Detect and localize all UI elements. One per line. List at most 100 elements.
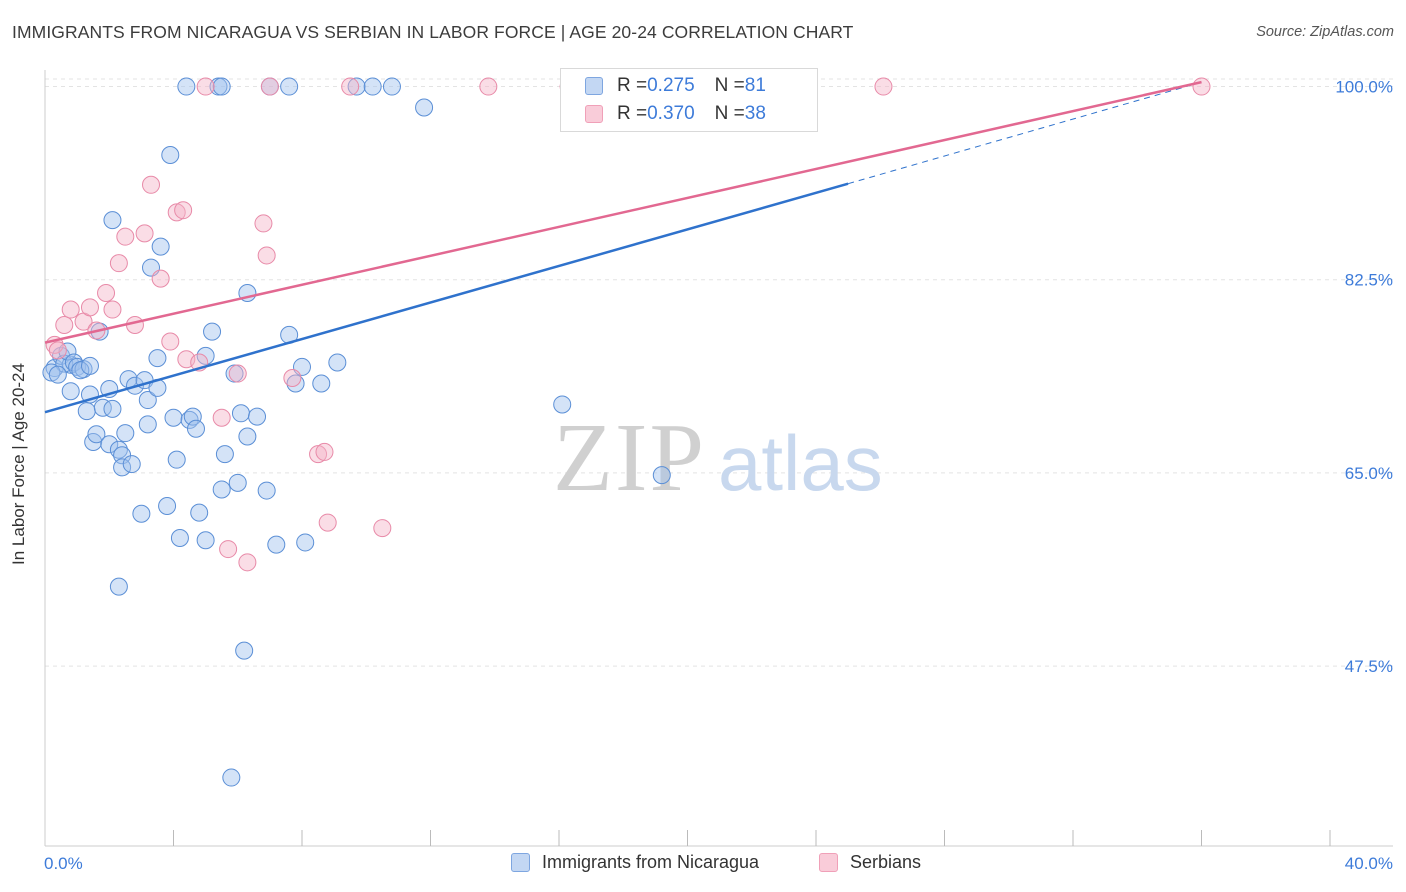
bottom-legend-nicaragua: Immigrants from Nicaragua — [511, 852, 759, 873]
legend-swatch-nicaragua — [585, 77, 603, 95]
data-point — [382, 77, 401, 96]
data-point — [212, 77, 231, 96]
data-point — [151, 237, 170, 256]
data-point — [183, 407, 202, 426]
data-point — [286, 374, 305, 393]
data-point — [80, 356, 99, 375]
data-point — [257, 481, 276, 500]
data-point — [148, 349, 167, 368]
legend-n-value: 38 — [744, 103, 766, 124]
x-tick-label: 0.0% — [44, 854, 83, 873]
data-point — [228, 364, 247, 383]
legend-row-nicaragua: R = 0.275 N = 81 — [585, 73, 766, 99]
y-tick-labels: 100.0% 82.5% 65.0% 47.5% — [1335, 78, 1393, 677]
data-point — [196, 531, 215, 550]
data-point — [296, 533, 315, 552]
data-point — [186, 419, 205, 438]
data-point — [212, 480, 231, 499]
data-point — [87, 425, 106, 444]
data-point — [109, 577, 128, 596]
bottom-legend-label: Immigrants from Nicaragua — [542, 852, 760, 872]
data-point — [318, 513, 337, 532]
watermark: ZIP atlas — [553, 404, 883, 512]
data-point — [328, 353, 347, 372]
bottom-legend-swatch-nicaragua — [511, 853, 530, 872]
data-point — [103, 399, 122, 418]
data-point — [260, 77, 279, 96]
data-point — [113, 458, 132, 477]
legend-r-label: R = — [617, 75, 648, 96]
data-point — [248, 407, 267, 426]
data-point — [109, 254, 128, 273]
trend-line-nicaragua-extension — [847, 81, 1202, 185]
data-point — [100, 435, 119, 454]
data-point — [116, 227, 135, 246]
data-point — [219, 540, 238, 559]
data-point — [109, 440, 128, 459]
data-point — [135, 224, 154, 243]
data-point — [238, 427, 257, 446]
data-point — [222, 768, 241, 787]
legend-n-label: N = — [714, 75, 745, 96]
legend-n-label: N = — [714, 103, 745, 124]
data-point — [71, 361, 90, 380]
data-point — [132, 504, 151, 523]
data-point — [151, 269, 170, 288]
data-point — [347, 77, 366, 96]
legend-r-value: 0.275 — [647, 75, 695, 96]
series-serbians-points — [45, 77, 1211, 572]
series-nicaragua-points — [42, 77, 723, 787]
data-point — [415, 98, 434, 117]
data-point — [48, 365, 67, 384]
x-tick-label: 40.0% — [1345, 854, 1393, 873]
data-point — [161, 332, 180, 351]
data-point — [177, 77, 196, 96]
data-point — [180, 410, 199, 429]
data-point — [196, 77, 215, 96]
data-point — [283, 368, 302, 387]
data-point — [97, 283, 116, 302]
data-point — [267, 535, 286, 554]
y-tick-label: 65.0% — [1345, 464, 1393, 483]
data-point — [158, 497, 177, 516]
trend-line-serbians — [44, 80, 1202, 344]
data-point — [196, 346, 215, 365]
chart-title: IMMIGRANTS FROM NICARAGUA VS SERBIAN IN … — [12, 22, 854, 42]
grid-lines — [45, 78, 1393, 667]
data-point — [77, 402, 96, 421]
data-point — [228, 473, 247, 492]
data-point — [93, 398, 112, 417]
data-point — [138, 415, 157, 434]
data-point — [280, 77, 299, 96]
data-point — [254, 214, 273, 233]
legend-row-serbians: R = 0.370 N = 38 — [585, 101, 766, 127]
watermark-zip: ZIP — [553, 404, 706, 512]
data-point — [257, 246, 276, 265]
y-tick-label: 82.5% — [1345, 271, 1393, 290]
data-point — [170, 529, 189, 548]
data-point — [238, 553, 257, 572]
axes — [44, 70, 1393, 847]
data-point — [142, 175, 161, 194]
y-tick-label: 47.5% — [1345, 657, 1393, 676]
data-point — [61, 382, 80, 401]
data-point — [174, 201, 193, 220]
data-point — [215, 445, 234, 464]
y-axis-label: In Labor Force | Age 20-24 — [9, 363, 28, 565]
data-point — [103, 211, 122, 230]
source-label: Source: ZipAtlas.com — [1256, 24, 1394, 40]
data-point — [874, 77, 893, 96]
data-point — [212, 408, 231, 427]
data-point — [652, 466, 671, 485]
x-tick-labels: 0.0% 40.0% — [44, 854, 1393, 873]
data-point — [373, 519, 392, 538]
data-point — [138, 391, 157, 410]
data-point — [61, 300, 80, 319]
data-point — [553, 395, 572, 414]
data-point — [122, 455, 141, 474]
legend-r-label: R = — [617, 103, 648, 124]
legend-swatch-serbians — [585, 105, 603, 123]
data-point — [363, 77, 382, 96]
data-point — [235, 641, 254, 660]
